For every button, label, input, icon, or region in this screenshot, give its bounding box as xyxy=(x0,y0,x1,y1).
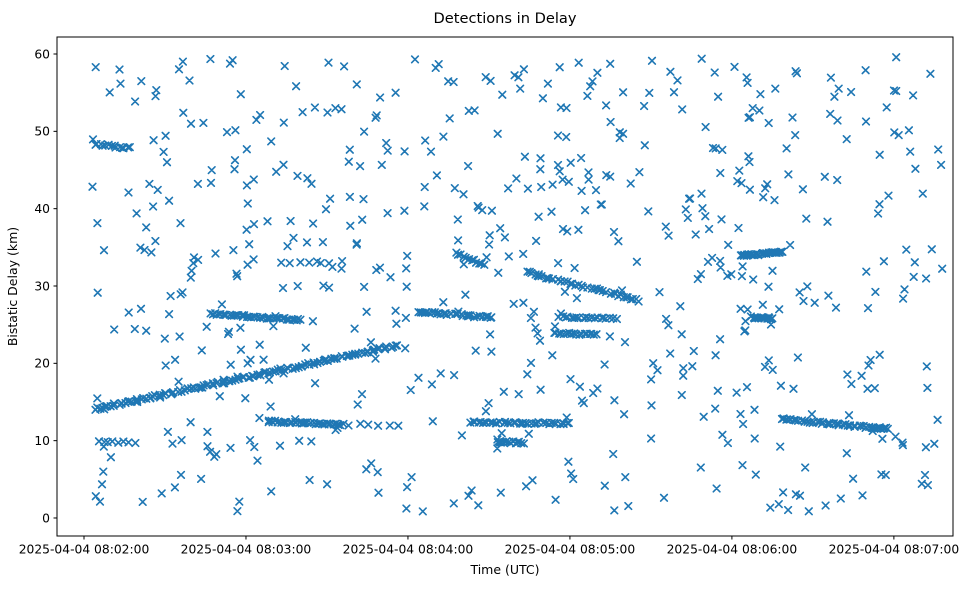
x-tick-label: 2025-04-04 08:04:00 xyxy=(343,543,474,557)
y-tick-label: 0 xyxy=(42,511,50,525)
axes: 2025-04-04 08:02:00 2025-04-04 08:03:00 20… xyxy=(19,36,960,557)
scatter-points xyxy=(88,53,947,516)
x-axis-label: Time (UTC) xyxy=(469,562,539,577)
x-tick-label: 2025-04-04 08:06:00 xyxy=(667,543,798,557)
x-tick-label: 2025-04-04 08:07:00 xyxy=(829,543,960,557)
y-tick-label: 50 xyxy=(34,125,50,139)
x-tick-label: 2025-04-04 08:02:00 xyxy=(19,543,150,557)
y-tick-label: 40 xyxy=(34,202,50,216)
y-tick-label: 30 xyxy=(34,279,50,293)
x-tick-label: 2025-04-04 08:03:00 xyxy=(181,543,312,557)
chart-title: Detections in Delay xyxy=(434,10,577,27)
y-tick-label: 20 xyxy=(34,357,50,371)
x-tick-label: 2025-04-04 08:05:00 xyxy=(505,543,636,557)
y-tick-label: 60 xyxy=(34,47,50,61)
detection-markers xyxy=(88,53,947,516)
y-axis-label: Bistatic Delay (km) xyxy=(5,227,20,346)
y-tick-label: 10 xyxy=(34,434,50,448)
plot-border xyxy=(56,36,954,537)
